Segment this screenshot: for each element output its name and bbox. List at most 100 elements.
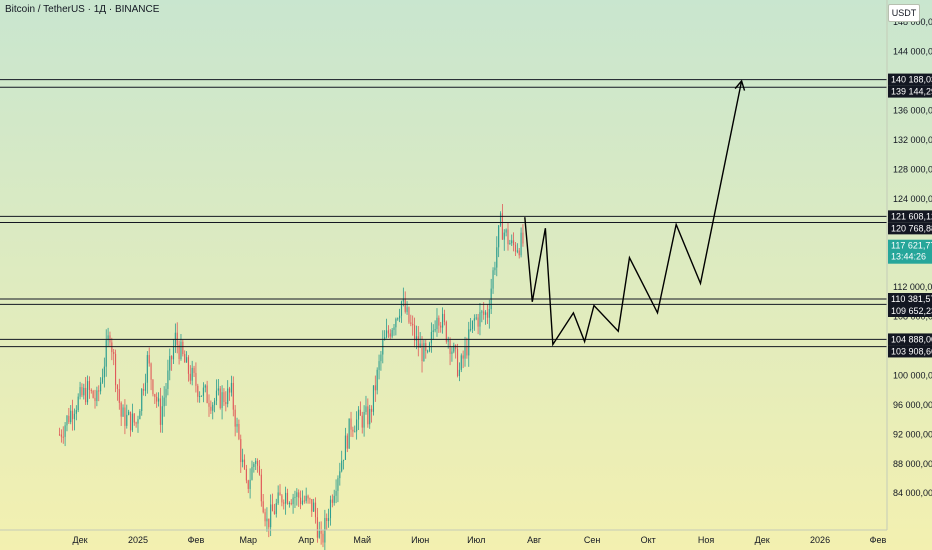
level-label-box [888,333,932,346]
x-tick-label: Авг [527,535,542,545]
candle-body [122,407,124,417]
candle-body [314,502,317,518]
candle-body [88,381,90,390]
symbol-title[interactable]: Bitcoin / TetherUS · 1Д · BINANCE [5,4,160,15]
candle-body [245,468,247,481]
candle-body [402,298,404,302]
candle-body [522,232,524,244]
candle-body [460,355,462,370]
candle-body [348,418,350,449]
level-label: 103 908,66 [891,346,932,356]
candle-body [163,397,165,407]
candle-body [116,385,118,390]
candle-body [227,388,229,405]
candle-body [393,327,395,330]
candle-body [387,330,389,334]
candle-body [169,356,171,371]
candle-body [81,387,83,396]
candle-body [202,387,204,396]
candle-body [124,407,126,426]
candle-body [281,495,283,503]
candle-body [374,385,376,391]
candle-body [505,229,507,233]
candle-body [242,459,244,463]
candle-body [191,367,193,381]
candle-body [399,315,401,319]
candle-body [260,474,262,502]
candle-body [199,396,201,398]
candle-body [477,317,479,327]
candle-body [307,495,309,499]
levels-layer [0,79,887,348]
candle-body [406,307,408,312]
candle-body [479,312,481,327]
candle-body [186,357,188,363]
y-tick-label: 144 000,00 [893,47,932,57]
candle-body [120,402,122,417]
candle-body [339,471,341,479]
candle-body [129,411,132,431]
candle-body [483,311,485,315]
candle-body [273,511,275,515]
candle-body [421,343,423,362]
candle-body [369,408,371,425]
candle-body [279,492,281,496]
candle-body [150,363,152,380]
candle-body [165,388,167,398]
candle-body [283,502,285,504]
level-label: 110 381,57 [891,294,932,304]
candle-body [346,435,348,449]
candle-body [167,370,169,389]
candle-body [462,355,464,359]
candle-body [187,357,190,374]
level-label-box [888,304,932,317]
candle-body [499,213,502,226]
forecast-path[interactable] [524,80,743,347]
candle-body [318,530,320,538]
candle-body [322,533,324,543]
candle-body [447,339,449,342]
candle-body [486,312,489,318]
current-price-box [888,239,932,264]
candle-body [139,410,141,420]
currency-button[interactable]: USDT [888,4,920,22]
time-axis[interactable]: Дек 2025 Фев Мар Апр Май Июн Июл Авг Сен Окт Ноя Дек… [73,535,887,545]
candle-body [328,518,330,521]
candle-body [298,492,300,498]
candle-body [225,402,227,405]
candle-body [200,395,203,397]
candle-body [300,497,302,505]
level-label-box [888,210,932,223]
candle-body [516,250,518,252]
candle-body [266,518,268,522]
candle-body [277,492,279,504]
candle-body [101,377,104,383]
candle-body [363,412,365,428]
x-tick-label: 2026 [810,535,830,545]
x-tick-label: Фев [188,535,205,545]
candle-body [103,366,105,378]
candle-body [137,419,139,424]
candle-body [354,431,356,433]
candle-body [223,392,225,403]
candle-body [438,317,440,326]
candle-body [92,390,94,398]
candle-body [143,389,145,391]
candle-body [303,500,305,502]
candle-body [507,229,509,245]
candle-body [329,499,332,519]
candle-body [468,329,470,356]
candle-body [128,411,130,415]
candle-body [494,267,496,271]
candle-body [264,512,266,522]
candle-body [475,317,477,319]
candle-body [413,325,416,341]
candle-body [498,225,500,248]
level-label-box [888,73,932,86]
candle-body [197,385,199,397]
countdown-label: 13:44:26 [891,252,926,262]
candle-body [217,388,219,391]
